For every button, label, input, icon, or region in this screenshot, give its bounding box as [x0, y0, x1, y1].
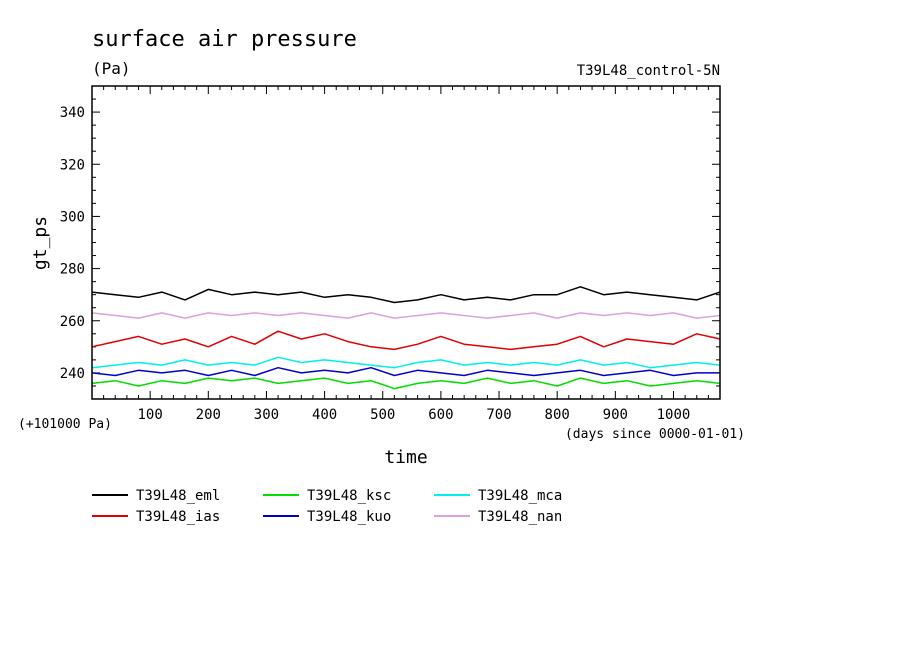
units-label: (Pa) [92, 59, 131, 78]
x-unit-label: (days since 0000-01-01) [565, 427, 745, 442]
series-line-T39L48_mca [91, 356, 721, 369]
y-axis-label: gt_ps [30, 216, 51, 270]
y-tick-label: 240 [60, 366, 85, 382]
legend-label: T39L48_eml [136, 488, 220, 504]
x-tick-label: 500 [370, 407, 395, 423]
x-tick-label: 900 [603, 407, 628, 423]
run-label: T39L48_control-5N [577, 63, 720, 79]
x-tick-label: 400 [312, 407, 337, 423]
x-tick-label: 300 [254, 407, 279, 423]
legend-label: T39L48_nan [478, 509, 562, 525]
legend: T39L48_eml T39L48_ias T39L48_ksc T39L48_kuo… [92, 488, 562, 525]
x-axis-label: time [384, 447, 427, 468]
plot-frame [91, 85, 721, 400]
y-offset-label: (+101000 Pa) [18, 417, 112, 432]
x-tick-label: 700 [486, 407, 511, 423]
series-line-T39L48_ksc [91, 377, 721, 390]
x-tick-label: 100 [137, 407, 162, 423]
legend-label: T39L48_kuo [307, 509, 391, 525]
y-tick-label: 340 [60, 105, 85, 121]
y-tick-label: 300 [60, 209, 85, 225]
series-line-T39L48_nan [91, 312, 721, 319]
x-tick-label: 800 [545, 407, 570, 423]
legend-label: T39L48_ias [136, 509, 220, 525]
legend-label: T39L48_ksc [307, 488, 391, 504]
x-tick-label: 600 [428, 407, 453, 423]
y-tick-label: 280 [60, 262, 85, 278]
y-tick-label: 260 [60, 314, 85, 330]
chart-title: surface air pressure [92, 27, 357, 52]
series-line-T39L48_kuo [91, 366, 720, 377]
series-line-T39L48_ias [91, 330, 721, 351]
x-tick-label: 1000 [657, 407, 691, 423]
legend-label: T39L48_mca [478, 488, 562, 504]
y-tick-label: 320 [60, 157, 85, 173]
series-line-T39L48_eml [91, 286, 721, 304]
x-tick-label: 200 [196, 407, 221, 423]
series-lines [91, 286, 721, 390]
